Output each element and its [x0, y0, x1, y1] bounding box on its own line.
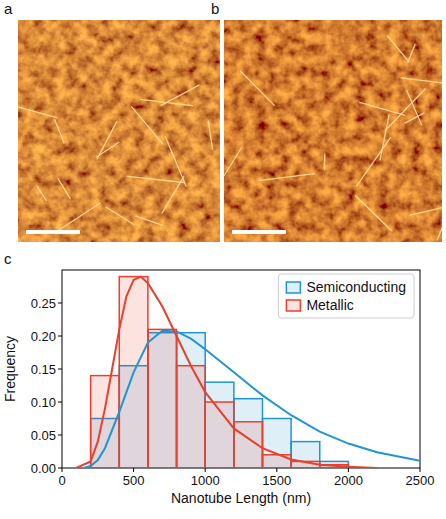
histogram-bar — [177, 333, 206, 468]
legend-swatch — [286, 300, 300, 311]
nanotube — [128, 176, 184, 182]
panel-label: c — [4, 250, 12, 267]
plot-frame — [62, 270, 420, 468]
fit-curve — [76, 277, 377, 468]
y-tick — [58, 435, 62, 436]
y-tick — [58, 336, 62, 337]
legend: Semiconducting Metallic — [278, 274, 414, 318]
nanotube — [241, 71, 275, 105]
histogram-bar — [234, 399, 263, 468]
panel-label: b — [211, 0, 219, 17]
nanotube — [385, 89, 425, 131]
y-tick — [58, 369, 62, 370]
nanotube — [401, 78, 442, 83]
y-tick — [58, 303, 62, 304]
histogram-bar — [205, 382, 234, 468]
x-axis-title: Nanotube Length (nm) — [171, 490, 311, 506]
y-tick-label: 0.00 — [31, 461, 56, 476]
y-tick-label: 0.20 — [31, 329, 56, 344]
afm-image — [224, 20, 442, 242]
nanotube — [407, 90, 422, 124]
nanotube — [97, 122, 116, 159]
axes: 0 500 1000 1500 2000 2500 0.00 0.05 0.10 0.15 0.20… — [31, 270, 435, 488]
nanotube — [97, 142, 119, 157]
legend-swatch — [286, 282, 300, 293]
nanotube — [437, 220, 442, 240]
afm-texture — [224, 20, 442, 242]
scale-bar — [26, 230, 80, 234]
x-tick-label: 1000 — [191, 473, 220, 488]
nanotube — [55, 120, 64, 143]
legend-frame — [278, 274, 414, 318]
x-tick — [133, 468, 134, 472]
nanotube — [357, 137, 391, 185]
x-tick-label: 1500 — [262, 473, 291, 488]
y-tick-label: 0.10 — [31, 395, 56, 410]
afm-texture — [18, 20, 220, 242]
nanotube — [405, 113, 424, 123]
nanotube — [355, 196, 391, 231]
nanotube — [324, 154, 326, 169]
nanotube — [132, 107, 163, 144]
nanotube — [408, 44, 415, 62]
nanotube — [380, 115, 389, 160]
nanotube — [140, 99, 192, 105]
y-tick — [58, 468, 62, 469]
afm-image — [18, 20, 220, 242]
x-tick — [205, 468, 206, 472]
nanotube — [387, 36, 408, 62]
afm-background — [18, 20, 220, 242]
x-tick-label: 500 — [123, 473, 145, 488]
afm-background — [224, 20, 442, 242]
panel-label: a — [4, 0, 13, 17]
legend-label: Metallic — [306, 297, 353, 313]
nanotube — [410, 203, 442, 215]
y-tick — [58, 402, 62, 403]
histogram-bar — [262, 419, 291, 469]
scale-bar — [232, 230, 286, 234]
nanotube — [106, 207, 134, 225]
nanotube — [18, 103, 57, 117]
nanotube — [37, 186, 46, 200]
nanotube — [224, 148, 241, 189]
x-tick-label: 2500 — [406, 473, 435, 488]
histogram-bar — [148, 329, 177, 468]
nanotube — [136, 216, 163, 225]
x-tick-label: 2000 — [334, 473, 363, 488]
nanotube — [259, 174, 315, 181]
x-tick-label: 0 — [58, 473, 65, 488]
x-tick — [420, 468, 421, 472]
histogram-bar — [177, 366, 206, 468]
nanotube — [59, 203, 101, 230]
x-tick — [348, 468, 349, 472]
y-tick-label: 0.15 — [31, 362, 56, 377]
x-tick — [62, 468, 63, 472]
nanotube — [58, 178, 70, 198]
legend-label: Semiconducting — [306, 279, 406, 295]
figure: abc050010001500200025000.000.050.100.150… — [0, 0, 446, 519]
y-tick-label: 0.25 — [31, 296, 56, 311]
nanotube — [360, 102, 405, 115]
fit-curve — [83, 331, 420, 468]
nanotube — [208, 121, 212, 149]
x-tick — [276, 468, 277, 472]
histogram-bar — [205, 402, 234, 468]
y-axis-title: Frequency — [2, 336, 18, 402]
y-tick-label: 0.05 — [31, 428, 56, 443]
